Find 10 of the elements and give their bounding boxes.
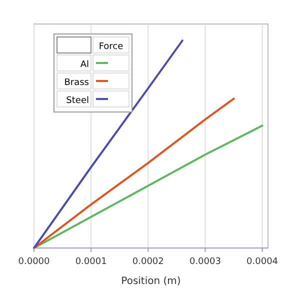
x-tick-label: 0.0003: [189, 257, 221, 267]
legend-label: Steel: [66, 96, 89, 106]
x-tick-label: 0.0001: [75, 257, 107, 267]
legend-label: Al: [80, 60, 89, 70]
x-tick-label: 0.0004: [246, 257, 278, 267]
x-tick-label: 0.0002: [132, 257, 164, 267]
legend-label: Brass: [64, 78, 90, 88]
x-axis-title: Position (m): [121, 276, 181, 287]
x-tick-label: 0.0000: [18, 257, 50, 267]
legend-title: Force: [98, 42, 124, 52]
